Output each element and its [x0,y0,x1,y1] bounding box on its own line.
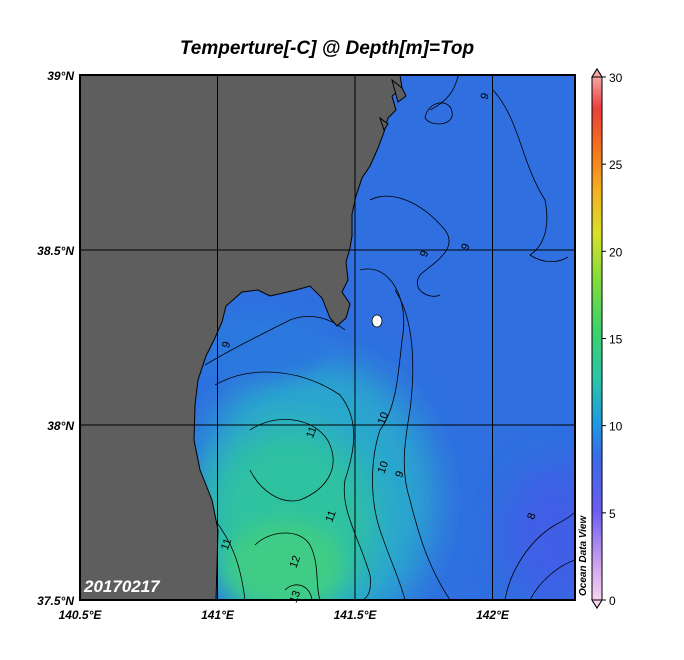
contour-label: 10 [376,460,391,476]
plot-frame [79,74,576,601]
contour-9-offshore [492,89,569,263]
x-tick-label: 141.5°E [334,608,378,622]
x-tick-label: 141°E [201,608,235,622]
contour-8-inner [529,559,575,600]
contour-label: 10 [376,411,391,427]
contour-9-shelf [369,195,450,297]
colorbar-fill [592,77,602,600]
land-mass [80,75,403,600]
y-tick-label: 38°N [47,419,74,433]
grid-lines [80,75,575,600]
y-tick-label: 37.5°N [37,594,74,608]
colorbar-ticks: 0 5 10 15 20 25 30 [602,71,623,608]
contour-label: 11 [304,425,319,440]
colorbar-bottom-cap [591,599,603,609]
land-fringe-north [379,78,407,132]
island [371,314,383,328]
colorbar-tick-label: 25 [609,158,623,172]
x-axis-tick-labels: 140.5°E 141°E 141.5°E 142°E [59,608,510,622]
contour-label: 9 [393,469,406,479]
colorbar-tick-label: 20 [609,245,623,259]
contour-8-corner [504,511,575,600]
contour-13 [284,584,313,600]
contour-label: 11 [219,537,234,552]
nearshore-cool-shade [190,310,330,380]
colorbar-tick-label: 5 [609,507,616,521]
contour-9-nearshore [204,316,346,366]
colorbar-top-cap [591,68,603,78]
contour-9-coastal [394,289,451,600]
colorbar-tick-label: 10 [609,420,623,434]
contour-12 [254,532,321,600]
contour-label: 11 [324,509,339,524]
colorbar: 0 5 10 15 20 25 30 [591,68,623,609]
colorbar-tick-label: 15 [609,333,623,347]
contour-label: 9 [459,242,472,252]
contour-11-south [214,519,246,600]
warmest-shade [225,520,345,600]
colorbar-tick-label: 0 [609,594,616,608]
colorbar-tick-label: 30 [609,71,623,85]
y-axis-tick-labels: 37.5°N 38°N 38.5°N 39°N [37,69,74,608]
plot-area [80,75,575,600]
x-tick-label: 140.5°E [59,608,103,622]
chart-title: Temperture[-C] @ Depth[m]=Top [180,38,474,59]
contour-label: 9 [479,91,492,101]
contour-11-inner [249,418,334,502]
contour-lines [204,75,575,600]
contour-label: 13 [288,589,303,605]
cool-corner-shade [505,465,575,600]
contour-label: 12 [288,554,303,570]
contour-label: 9 [418,249,431,259]
y-tick-label: 38.5°N [37,244,74,258]
contour-label: 9 [220,340,233,350]
contour-9-loop [424,102,453,125]
contour-11-ring [214,371,371,600]
contour-label: 8 [525,511,538,521]
y-tick-label: 39°N [47,69,74,83]
date-label: 20170217 [83,577,161,596]
x-tick-label: 142°E [476,608,510,622]
watermark-label: Ocean Data View [578,515,589,596]
